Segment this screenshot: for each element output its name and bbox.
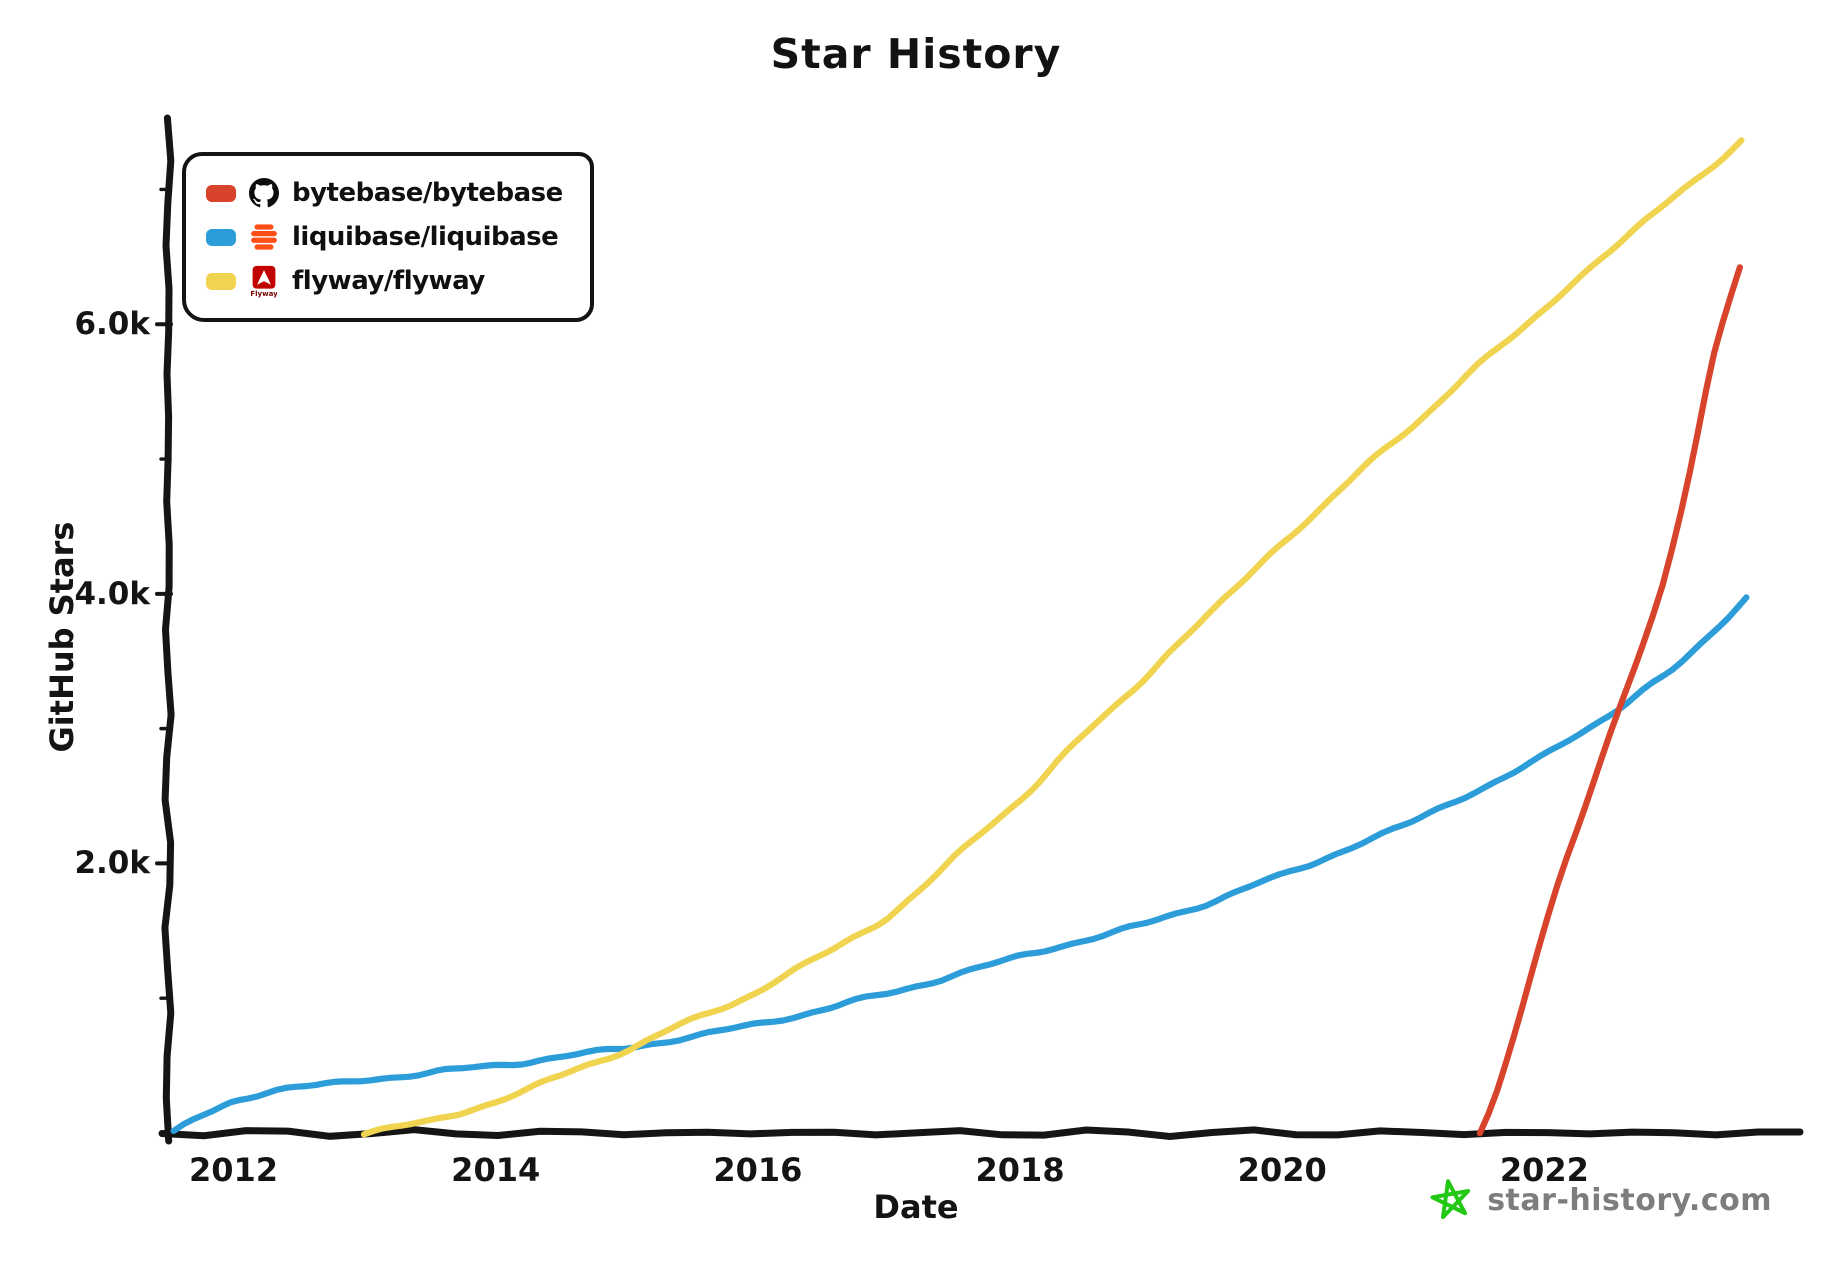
y-axis-title: GitHub Stars [43, 521, 81, 753]
legend-swatch-liquibase [206, 228, 236, 246]
y-tick-label-4.0k: 4.0k [74, 575, 150, 612]
x-tick-label-2014: 2014 [451, 1151, 541, 1189]
legend-label: liquibase/liquibase [292, 222, 559, 252]
flyway-swatch-wrap [206, 262, 236, 300]
series-line-flyway [360, 137, 1745, 1138]
watermark: star-history.com [1427, 1178, 1772, 1222]
svg-text:Flyway: Flyway [251, 289, 277, 298]
legend-label: flyway/flyway [292, 266, 485, 296]
series-line-liquibase [170, 594, 1750, 1134]
x-tick-label-2018: 2018 [975, 1151, 1065, 1189]
legend-swatch-flyway [206, 272, 236, 290]
legend-item-liquibase: liquibase/liquibase [206, 215, 570, 259]
chart-title: Star History [770, 30, 1062, 78]
x-tick-label-2022: 2022 [1499, 1151, 1589, 1189]
y-tick-label-6.0k: 6.0k [74, 306, 150, 343]
x-axis-title: Date [873, 1188, 959, 1226]
x-tick-label-2020: 2020 [1237, 1151, 1327, 1189]
liquibase-icon [249, 222, 279, 252]
x-tick-label-2016: 2016 [713, 1151, 803, 1189]
series-line-bytebase [1476, 264, 1743, 1137]
legend-label: bytebase/bytebase [292, 178, 563, 208]
watermark-text: star-history.com [1487, 1182, 1772, 1218]
x-axis-line [158, 1126, 1804, 1141]
legend-swatch-bytebase [206, 184, 236, 202]
flyway-icon: Flyway [249, 262, 279, 300]
x-tick-label-2012: 2012 [189, 1151, 279, 1189]
github-icon [249, 178, 279, 208]
legend-item-flyway: Flyway flyway/flyway [206, 259, 570, 303]
y-tick-label-2.0k: 2.0k [74, 845, 150, 882]
star-icon [1427, 1178, 1475, 1222]
legend-box: bytebase/bytebase liquibase/liquibase [182, 152, 594, 322]
y-axis-line [161, 114, 175, 1145]
legend-item-bytebase: bytebase/bytebase [206, 171, 570, 215]
